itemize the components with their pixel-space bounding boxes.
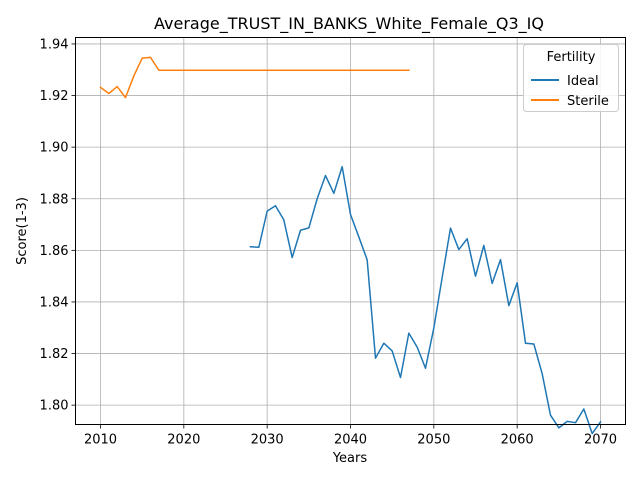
x-tick-label: 2050 [417, 433, 450, 448]
series-line-ideal [249, 166, 602, 435]
x-axis-label: Years [332, 451, 368, 466]
legend-box [523, 44, 619, 112]
x-axis-ticks: 2010 2020 2030 2040 2050 2060 2070 [84, 424, 617, 448]
series-lines [99, 56, 602, 435]
y-tick-label: 1.82 [40, 347, 69, 362]
y-tick-label: 1.90 [40, 141, 69, 156]
y-tick-label: 1.84 [40, 295, 69, 310]
y-axis-ticks: 1.80 1.82 1.84 1.86 1.88 1.90 1.92 1.94 [40, 37, 76, 414]
x-tick-label: 2030 [251, 433, 284, 448]
series-line-sterile [99, 56, 410, 99]
y-tick-label: 1.94 [40, 37, 69, 52]
x-tick-label: 2040 [334, 433, 367, 448]
legend-title: Fertility [547, 50, 596, 65]
grid-lines [75, 37, 626, 425]
y-axis-label: Score(1-3) [15, 197, 30, 265]
x-tick-label: 2020 [167, 433, 200, 448]
y-tick-label: 1.86 [40, 244, 69, 259]
chart-title: Average_TRUST_IN_BANKS_White_Female_Q3_I… [154, 14, 544, 34]
legend-label-ideal: Ideal [567, 74, 599, 89]
x-tick-label: 2070 [584, 433, 617, 448]
y-tick-label: 1.92 [40, 89, 69, 104]
x-tick-label: 2060 [501, 433, 534, 448]
y-tick-label: 1.88 [40, 192, 69, 207]
x-tick-label: 2010 [84, 433, 117, 448]
y-tick-label: 1.80 [40, 399, 69, 414]
legend-label-sterile: Sterile [567, 94, 609, 109]
legend: Fertility Ideal Sterile [523, 44, 619, 112]
